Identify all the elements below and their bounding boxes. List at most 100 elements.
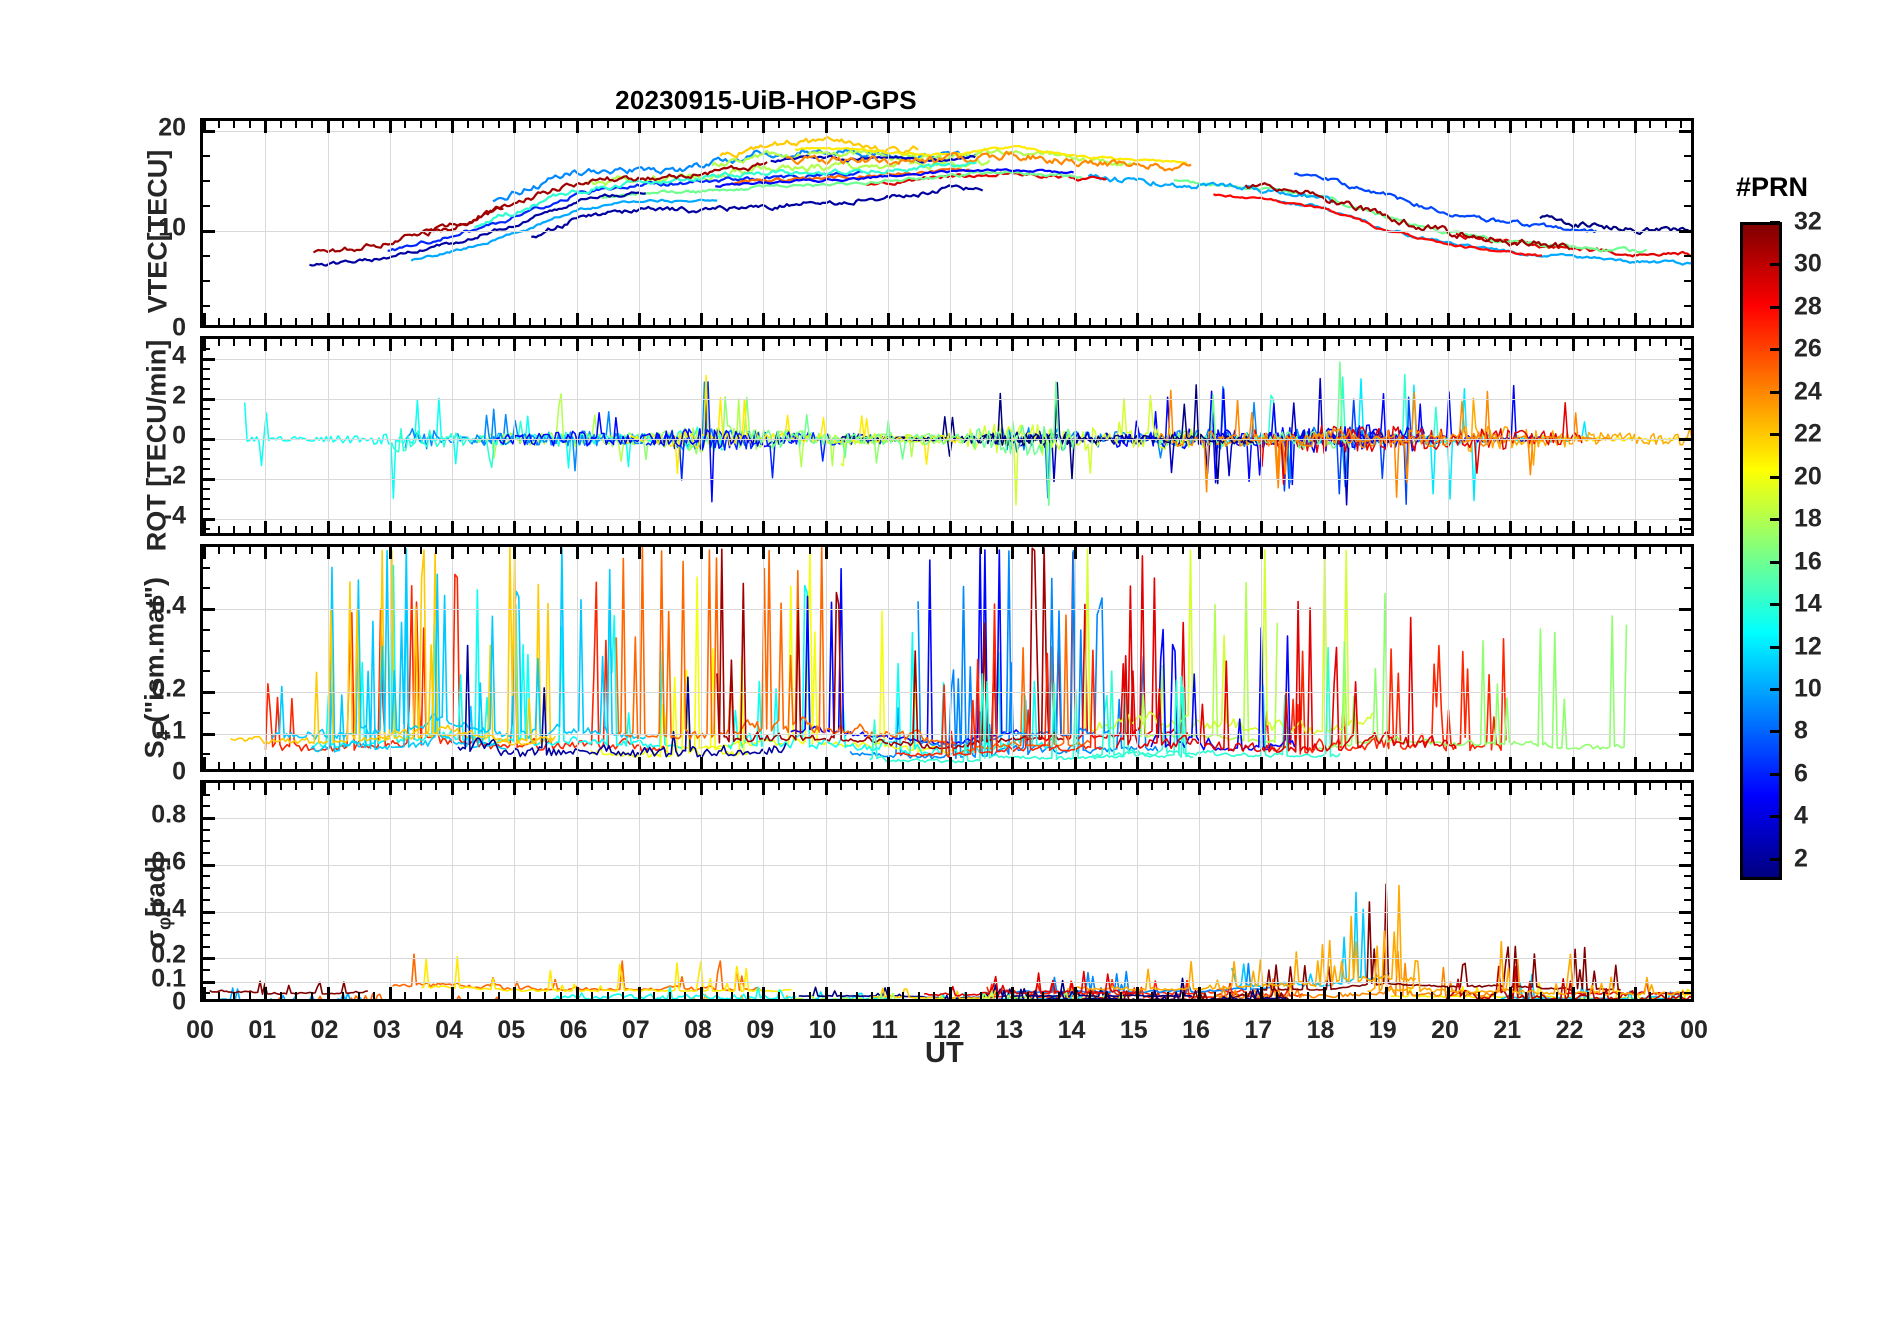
x-tick: [203, 987, 206, 999]
x-tick-minor: [1462, 762, 1465, 769]
x-tick-minor: [1229, 992, 1232, 999]
x-tick-minor: [980, 318, 983, 325]
y-tick-minor: [1684, 348, 1691, 350]
x-tick-minor: [668, 121, 671, 128]
satellite-trace: [1318, 592, 1628, 750]
x-tick-minor: [917, 547, 920, 554]
x-tick-minor: [902, 762, 905, 769]
y-tick-minor: [1684, 875, 1691, 878]
x-tick: [1571, 121, 1575, 133]
x-tick-minor: [1244, 121, 1247, 128]
x-tick: [949, 339, 952, 351]
x-tick-minor: [917, 992, 920, 999]
x-tick-minor: [902, 783, 905, 790]
x-tick-minor: [233, 762, 236, 769]
x-tick-label: 20: [1431, 1016, 1459, 1044]
x-tick-minor: [1618, 547, 1621, 554]
x-tick-minor: [1415, 783, 1418, 790]
x-tick-minor: [1275, 547, 1278, 554]
x-tick-minor: [808, 547, 811, 554]
x-tick-minor: [684, 526, 687, 533]
x-tick: [1198, 339, 1201, 351]
x-tick-minor: [591, 783, 594, 790]
x-tick-minor: [1618, 526, 1621, 533]
x-tick-minor: [233, 992, 236, 999]
x-tick-minor: [1120, 526, 1123, 533]
x-tick-minor: [1462, 992, 1465, 999]
x-tick-minor: [1353, 992, 1356, 999]
x-tick-minor: [1089, 339, 1092, 346]
x-tick: [1135, 339, 1139, 351]
y-tick: [1679, 230, 1691, 233]
satellite-trace: [615, 547, 956, 746]
x-tick-minor: [653, 318, 656, 325]
y-tick-minor: [1684, 205, 1691, 207]
y-tick-minor: [1684, 305, 1691, 307]
x-tick-minor: [1042, 121, 1045, 128]
panel-vtec: [200, 118, 1694, 328]
x-tick-minor: [715, 121, 718, 128]
y-tick-minor: [203, 933, 210, 936]
x-tick-minor: [715, 339, 718, 346]
x-tick: [886, 783, 890, 795]
x-tick-minor: [466, 339, 469, 346]
y-tick: [1679, 358, 1691, 361]
x-tick-minor: [1026, 783, 1029, 790]
x-tick: [1571, 339, 1575, 351]
x-tick-minor: [1478, 547, 1481, 554]
y-tick: [203, 518, 215, 521]
y-tick: [203, 438, 215, 441]
x-tick-minor: [995, 526, 998, 533]
x-tick: [264, 757, 268, 769]
x-tick-minor: [980, 339, 983, 346]
x-tick: [886, 121, 890, 133]
x-tick-minor: [528, 318, 531, 325]
y-tick-minor: [203, 649, 210, 652]
y-tick-minor: [203, 348, 210, 350]
x-tick: [264, 339, 268, 351]
x-tick-minor: [684, 339, 687, 346]
x-tick-minor: [559, 339, 562, 346]
x-tick-minor: [1244, 339, 1247, 346]
x-tick: [1073, 783, 1077, 795]
y-tick-label: 0.6: [151, 847, 186, 876]
colorbar-prn[interactable]: [1740, 222, 1782, 880]
colorbar-tick: [1770, 348, 1780, 352]
y-tick-label: -2: [163, 461, 186, 490]
satellite-trace: [1087, 173, 1334, 204]
x-tick-minor: [342, 318, 345, 325]
x-tick: [1384, 521, 1388, 533]
x-tick-minor: [1555, 992, 1558, 999]
colorbar-tick: [1770, 560, 1780, 564]
x-tick: [388, 121, 392, 133]
x-tick-minor: [1524, 121, 1527, 128]
x-tick-minor: [1478, 318, 1481, 325]
x-tick-minor: [435, 526, 438, 533]
x-tick-minor: [653, 526, 656, 533]
y-tick-minor: [203, 448, 210, 450]
y-tick-minor: [1684, 992, 1691, 995]
x-tick-minor: [1369, 339, 1372, 346]
x-tick: [637, 757, 641, 769]
y-tick-minor: [1684, 968, 1691, 971]
x-tick-minor: [1104, 762, 1107, 769]
x-tick: [824, 521, 828, 533]
x-tick-minor: [1338, 526, 1341, 533]
y-tick: [1679, 691, 1691, 695]
x-tick-minor: [668, 547, 671, 554]
x-tick-minor: [840, 318, 843, 325]
x-tick-minor: [793, 783, 796, 790]
x-tick-minor: [1400, 547, 1403, 554]
x-tick-minor: [1400, 339, 1403, 346]
gridline-vertical: [638, 547, 640, 769]
y-tick-minor: [203, 828, 210, 831]
x-tick: [886, 757, 890, 769]
y-tick-minor: [203, 992, 210, 995]
x-tick: [326, 987, 330, 999]
x-tick-minor: [1089, 526, 1092, 533]
x-tick: [1384, 339, 1388, 351]
x-tick: [1571, 783, 1575, 795]
x-tick-minor: [1042, 783, 1045, 790]
y-tick-minor: [203, 305, 210, 307]
x-tick-minor: [1602, 762, 1605, 769]
